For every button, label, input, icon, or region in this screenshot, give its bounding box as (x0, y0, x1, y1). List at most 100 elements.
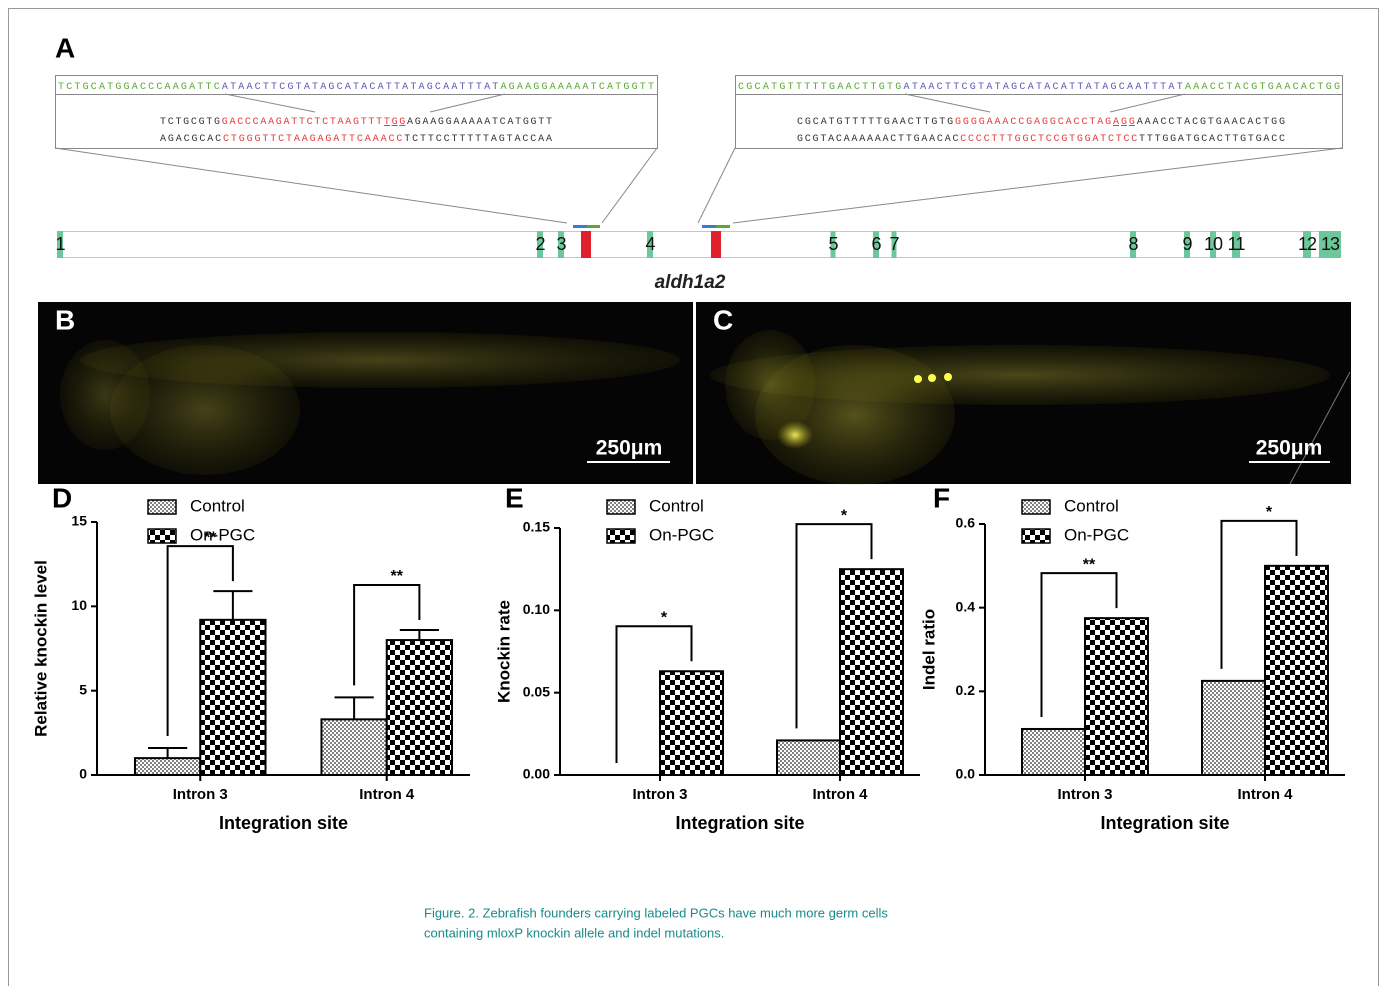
legend-label: Control (649, 496, 704, 515)
significance-label: * (661, 609, 668, 626)
significance-label: ** (391, 568, 404, 585)
x-tick-label: Intron 3 (1058, 786, 1113, 803)
x-axis-label: Integration site (1100, 813, 1229, 833)
exon-label: 9 (1182, 234, 1192, 254)
y-tick-label: 0.05 (523, 683, 550, 699)
y-tick-label: 5 (79, 681, 87, 697)
legend-swatch (1022, 529, 1050, 543)
bar (660, 671, 723, 775)
panel-label: E (505, 482, 524, 513)
legend-swatch (148, 500, 176, 514)
figure: A TCTGCATGGACCCAAGATTCATAACTTCGTATAGCATA… (0, 0, 1387, 986)
caption: containing mloxP knockin allele and inde… (424, 925, 724, 940)
sequence: AGACGCACCTGGGTTCTAAGAGATTCAAACCTCTTCCTTT… (160, 134, 552, 145)
sequence-segment: AGAAGGAAAAATCATGGTT (500, 82, 654, 93)
bar (321, 719, 386, 775)
x-tick-label: Intron 4 (1238, 786, 1294, 803)
error-bar (335, 697, 374, 719)
sequence-segment: GCGTACAAAAAACTTGAACAC (797, 134, 958, 145)
sequence-segment: TCTGCATGGACCCAAGATTC (58, 82, 220, 93)
x-tick-label: Intron 4 (359, 786, 415, 803)
y-axis-label: Indel ratio (919, 609, 938, 690)
bar (135, 758, 200, 775)
x-axis-label: Integration site (675, 813, 804, 833)
error-bar (213, 591, 252, 620)
significance-label: * (1266, 504, 1273, 521)
exon-label: 6 (871, 234, 881, 254)
x-axis-label: Integration site (219, 813, 348, 833)
exon-label: 1 (55, 234, 65, 254)
error-bar (400, 630, 439, 640)
error-bar (148, 748, 187, 758)
panel-label: F (933, 482, 950, 513)
exon-label: 13 (1321, 234, 1340, 254)
legend-swatch (607, 500, 635, 514)
gene-name: aldh1a2 (655, 272, 726, 293)
bar (1265, 566, 1328, 775)
sequence-segment: TCTTCCTTTTTAGTACCAA (404, 134, 552, 145)
y-tick-label: 15 (71, 513, 87, 529)
y-tick-label: 0.4 (956, 598, 976, 614)
bar (1022, 729, 1085, 775)
sequence-segment: CGCATGTTTTTGAACTTGTG (797, 117, 953, 128)
exon-label: 7 (889, 234, 899, 254)
y-tick-label: 10 (71, 597, 87, 613)
scale-bar-label: 250μm (596, 437, 663, 460)
panel-label: B (55, 304, 75, 335)
exon-label: 3 (556, 234, 566, 254)
legend-swatch (607, 529, 635, 543)
sequence-segment: TCTGCGTG (160, 117, 220, 128)
sequence-segment: AGACGCAC (160, 134, 221, 145)
legend-label: Control (190, 496, 245, 515)
sequence-segment: CTGGGTTCTAAGAGATTCAAACC (223, 134, 402, 145)
y-tick-label: 0 (79, 766, 87, 782)
legend-swatch (148, 529, 176, 543)
bar (1202, 681, 1265, 775)
x-tick-label: Intron 4 (813, 786, 869, 803)
significance-label: ** (1083, 556, 1096, 573)
sequence-segment: AAACCTACGTGAACACTGG (1185, 82, 1340, 93)
significance-label: * (841, 507, 848, 524)
x-tick-label: Intron 3 (633, 786, 688, 803)
sequence-segment: AGG (1113, 117, 1135, 128)
bar (387, 640, 452, 775)
exon-label: 12 (1298, 234, 1317, 254)
y-tick-label: 0.00 (523, 766, 550, 782)
sequence-segment: ATAACTTCGTATAGCATACATTATAGCAATTTAT (904, 82, 1183, 93)
sequence-segment: AGAAGGAAAAATCATGGTT (407, 117, 552, 128)
legend-label: On-PGC (190, 525, 255, 544)
sequence-segment: TGG (384, 117, 405, 128)
bar (840, 569, 903, 775)
exon-label: 4 (645, 234, 655, 254)
exon-label: 11 (1228, 234, 1246, 254)
y-tick-label: 0.0 (956, 766, 976, 782)
exon-label: 8 (1128, 234, 1138, 254)
y-tick-label: 0.10 (523, 601, 550, 617)
sequence-segment: CCCCTTTGGCTCCGTGGATCTCC (960, 134, 1137, 145)
scale-bar-label: 250μm (1256, 437, 1323, 460)
exon-label: 2 (535, 234, 545, 254)
sequence-segment: TTTGGATGCACTTGTGACC (1139, 134, 1285, 145)
panel-label: A (55, 32, 75, 63)
exon-label: 10 (1204, 234, 1223, 254)
legend-swatch (1022, 500, 1050, 514)
y-tick-label: 0.2 (956, 682, 976, 698)
legend-label: On-PGC (1064, 525, 1129, 544)
sequence-box (55, 76, 1343, 224)
x-tick-label: Intron 3 (173, 786, 228, 803)
caption: Figure. 2. Zebrafish founders carrying l… (424, 905, 888, 920)
sequence-segment: ATAACTTCGTATAGCATACATTATAGCAATTTAT (222, 82, 498, 93)
bar (200, 620, 265, 775)
micrograph (696, 302, 1351, 485)
y-tick-label: 0.6 (956, 515, 976, 531)
sequence-segment: CGCATGTTTTTGAACTTGTG (738, 82, 901, 93)
y-tick-label: 0.15 (523, 519, 550, 535)
panel-label: C (713, 304, 733, 335)
sequence-segment: AAACCTACGTGAACACTGG (1137, 117, 1285, 128)
panel-label: D (52, 482, 72, 513)
